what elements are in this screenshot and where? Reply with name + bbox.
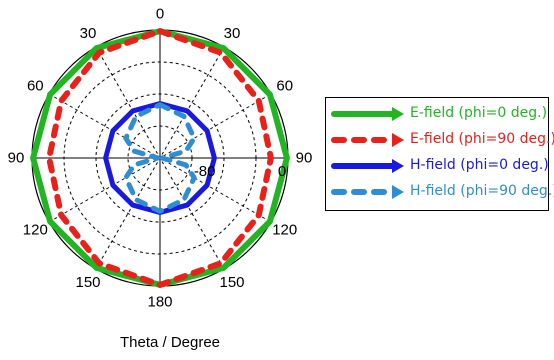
radial-tick-label: -80 [194,163,216,180]
legend-entry: H-field (phi=0 deg.) [330,155,549,177]
legend-swatch [331,159,404,173]
series-layer [30,28,290,288]
angle-tick-label: 60 [27,78,44,95]
legend-entry: E-field (phi=90 deg.) [330,129,554,151]
angle-tick-label: 60 [276,78,293,95]
legend-swatch [331,133,404,147]
legend-swatch [331,185,404,199]
angle-tick-label: 150 [75,274,100,291]
legend-swatch [331,107,404,121]
angle-tick-label: 90 [296,150,313,167]
angle-tick-label: 90 [8,150,25,167]
x-axis-label: Theta / Degree [119,334,221,351]
angle-tick-label: 120 [272,222,297,239]
series-line-3 [123,102,197,214]
angle-tick-label: 0 [156,6,164,23]
legend-label: H-field (phi=90 deg.) [410,183,554,199]
radial-tick-labels: 0 -80 [194,163,286,180]
angle-tick-label: 180 [147,294,172,311]
angle-tick-label: 30 [224,25,241,42]
series-line-1 [46,28,274,288]
legend-label: H-field (phi=0 deg.) [410,157,549,173]
polar-plot: 0 30 60 90 120 150 180 150 120 90 60 30 0 -80 [8,6,313,311]
legend-label: E-field (phi=0 deg.) [410,105,548,121]
legend-label: E-field (phi=90 deg.) [410,131,554,147]
angle-tick-label: 30 [80,25,97,42]
angle-tick-label: 150 [219,274,244,291]
legend-entry: E-field (phi=0 deg.) [330,103,548,125]
legend: E-field (phi=0 deg.) E-field (phi=90 deg.… [325,97,554,211]
angle-tick-label: 120 [23,222,48,239]
legend-entry: H-field (phi=90 deg.) [330,181,554,203]
angle-tick-labels: 0 30 60 90 120 150 180 150 120 90 60 30 [8,6,313,311]
radial-tick-label: 0 [278,163,286,180]
